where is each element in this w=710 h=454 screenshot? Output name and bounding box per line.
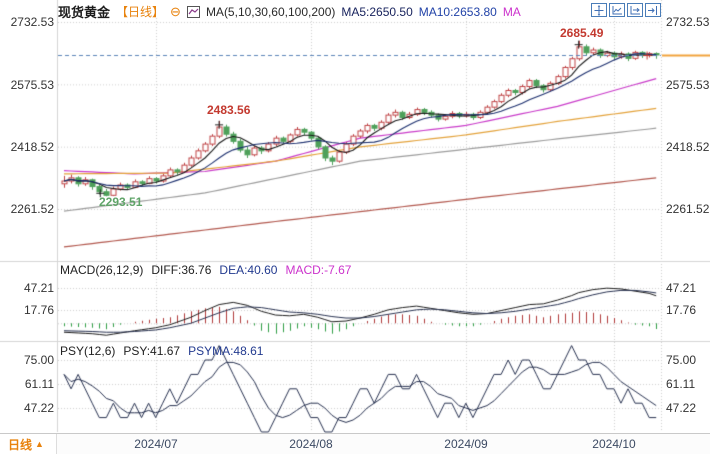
y-axis-label: 61.11 (24, 377, 54, 391)
time-axis-bar: 日线 ▲ 2024/07 2024/08 2024/09 2024/10 (0, 433, 710, 454)
low-price-annotation: 2293.51 (99, 195, 143, 209)
dea-value-label: DEA:40.60 (219, 263, 278, 277)
ma5-value-label: MA5:2650.50 (341, 4, 413, 19)
triangle-up-icon: ▲ (35, 439, 44, 449)
y-axis-label: 2261.52 (666, 202, 710, 216)
indicator-pane-right-icon[interactable] (627, 3, 643, 17)
macd-title: MACD(26,12,9) (60, 263, 144, 277)
time-axis-label: 2024/07 (134, 437, 178, 451)
y-axis-label: 61.11 (666, 377, 696, 391)
y-axis-label: 75.00 (23, 353, 54, 367)
y-axis-label: 2732.53 (10, 15, 54, 29)
crosshair-icon[interactable] (591, 3, 607, 17)
chart-toolbar (591, 3, 661, 17)
psy-title: PSY(12,6) (60, 344, 116, 358)
macd-value-label: MACD:-7.67 (285, 263, 352, 277)
circle-minus-icon[interactable]: ⊖ (170, 3, 181, 19)
indicator-pane-icon[interactable] (609, 3, 625, 17)
y-axis-label: 2575.53 (666, 78, 710, 92)
macd-pane-header: MACD(26,12,9) DIFF:36.76 DEA:40.60 MACD:… (60, 263, 351, 277)
y-axis-label: 2732.53 (666, 15, 710, 29)
y-axis-label: 47.21 (23, 281, 54, 295)
psy-pane-header: PSY(12,6) PSY:41.67 PSYMA:48.61 (60, 344, 263, 358)
y-axis-label: 2575.53 (10, 78, 54, 92)
time-axis-label: 2024/09 (444, 437, 488, 451)
time-axis-label: 2024/10 (592, 437, 636, 451)
period-selector-label: 日线 (8, 437, 33, 452)
y-axis-label: 2261.52 (10, 202, 54, 216)
diff-value-label: DIFF:36.76 (151, 263, 212, 277)
ma30-value-label: MA (502, 4, 521, 19)
ma-params-label: MA(5,10,30,60,100,200) (205, 4, 336, 19)
indicator-chart-icon[interactable] (186, 5, 200, 18)
psyma-value-label: PSYMA:48.61 (188, 344, 264, 358)
y-axis-label: 17.76 (23, 303, 54, 317)
y-axis-label: 47.22 (23, 401, 54, 415)
high-price-annotation: 2483.56 (207, 103, 251, 117)
period-selector[interactable]: 日线 ▲ (0, 434, 57, 454)
period-tag: 【日线】 (116, 5, 165, 19)
collapse-right-icon[interactable] (645, 3, 661, 17)
y-axis-label: 2418.52 (666, 140, 710, 154)
y-axis-label: 47.22 (666, 401, 697, 415)
y-axis-label: 17.76 (666, 303, 697, 317)
time-axis-label: 2024/08 (289, 437, 333, 451)
y-axis-label: 75.00 (666, 353, 697, 367)
psy-value-label: PSY:41.67 (123, 344, 181, 358)
y-axis-label: 2418.52 (10, 140, 54, 154)
symbol-name: 现货黄金 (58, 5, 111, 20)
main-chart-header: 现货黄金 【日线】 ⊖ MA(5,10,30,60,100,200) MA5:2… (58, 2, 521, 21)
y-axis-label: 47.21 (666, 281, 697, 295)
high-price-annotation: 2685.49 (560, 26, 604, 40)
ma10-value-label: MA10:2653.80 (418, 4, 497, 19)
